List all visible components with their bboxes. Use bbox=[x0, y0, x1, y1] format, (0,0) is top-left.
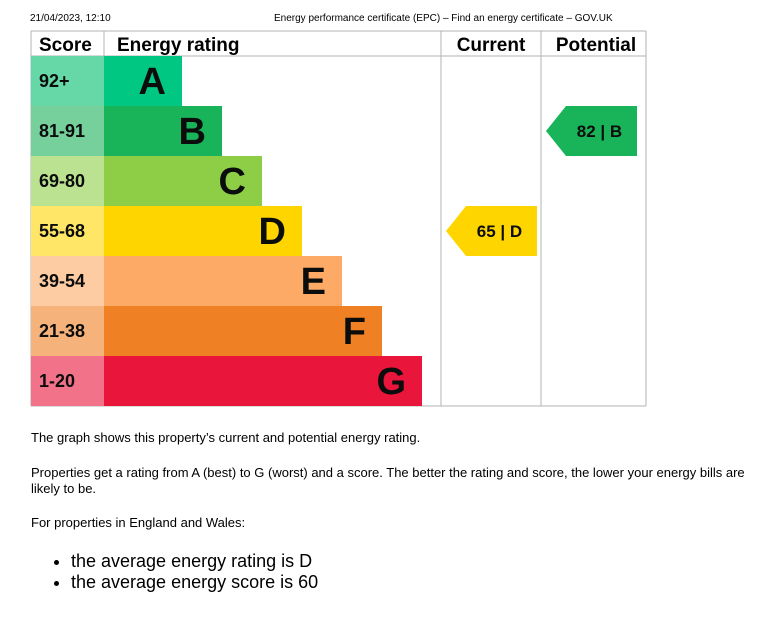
band-c-bar bbox=[104, 156, 262, 206]
band-b-bar bbox=[104, 106, 222, 156]
print-timestamp: 21/04/2023, 12:10 bbox=[30, 13, 111, 24]
band-d-score-cell bbox=[31, 206, 104, 256]
band-c-score-cell bbox=[31, 156, 104, 206]
band-d-bar bbox=[104, 206, 302, 256]
average-score-item: the average energy score is 60 bbox=[71, 572, 318, 593]
band-f-range: 21-38 bbox=[39, 321, 85, 341]
band-d-range: 55-68 bbox=[39, 221, 85, 241]
band-a-range: 92+ bbox=[39, 71, 70, 91]
band-c-letter: C bbox=[219, 161, 246, 203]
band-e-range: 39-54 bbox=[39, 271, 85, 291]
potential-rating-label: 82 | B bbox=[577, 122, 622, 141]
band-a-bar bbox=[104, 56, 182, 106]
average-ratings-list: the average energy rating is D the avera… bbox=[31, 551, 318, 593]
band-b-letter: B bbox=[179, 111, 206, 153]
potential-rating-marker bbox=[546, 106, 637, 156]
score-column-header: Score bbox=[39, 35, 92, 56]
potential-column-header: Potential bbox=[556, 35, 636, 56]
band-b-range: 81-91 bbox=[39, 121, 85, 141]
band-e-bar bbox=[104, 256, 342, 306]
band-c-range: 69-80 bbox=[39, 171, 85, 191]
band-g-letter: G bbox=[376, 361, 406, 403]
graph-description: The graph shows this property’s current … bbox=[31, 430, 421, 445]
band-d-letter: D bbox=[259, 211, 286, 253]
band-f-score-cell bbox=[31, 306, 104, 356]
band-g-score-cell bbox=[31, 356, 104, 406]
band-f-bar bbox=[104, 306, 382, 356]
band-b-score-cell bbox=[31, 106, 104, 156]
rating-bands: 92+ A 81-91 B 69-80 C 55-68 D 39-54 E 21-38 F 1-20 G bbox=[31, 56, 422, 406]
average-rating-item: the average energy rating is D bbox=[71, 551, 318, 572]
band-f-letter: F bbox=[343, 311, 366, 353]
energy-rating-column-header: Energy rating bbox=[117, 35, 239, 56]
region-note: For properties in England and Wales: bbox=[31, 515, 246, 530]
band-a-letter: A bbox=[139, 61, 166, 103]
band-g-bar bbox=[104, 356, 422, 406]
rating-markers: 65 | D 82 | B bbox=[446, 106, 637, 256]
band-e-letter: E bbox=[301, 261, 326, 303]
current-rating-marker bbox=[446, 206, 537, 256]
band-g-range: 1-20 bbox=[39, 371, 75, 391]
rating-explanation: Properties get a rating from A (best) to… bbox=[31, 465, 745, 496]
current-column-header: Current bbox=[457, 35, 526, 56]
epc-rating-chart: Score Energy rating Current Potential 92… bbox=[30, 30, 647, 407]
print-page-title: Energy performance certificate (EPC) – F… bbox=[274, 13, 613, 24]
current-rating-label: 65 | D bbox=[477, 222, 522, 241]
band-e-score-cell bbox=[31, 256, 104, 306]
band-a-score-cell bbox=[31, 56, 104, 106]
